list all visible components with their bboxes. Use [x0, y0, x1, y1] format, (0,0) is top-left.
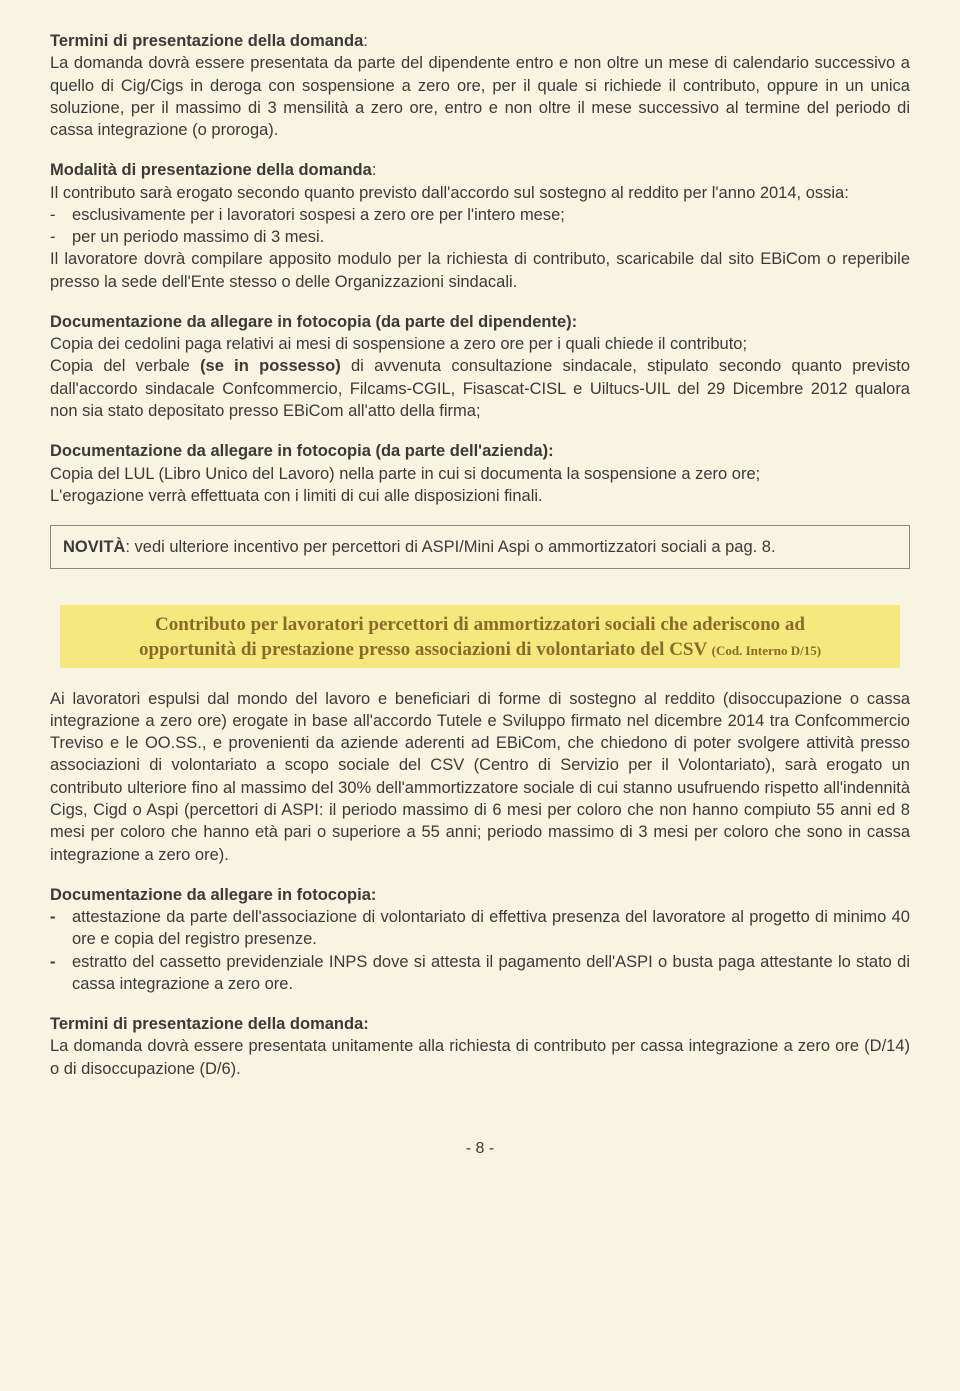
list-item: - per un periodo massimo di 3 mesi.	[50, 226, 910, 248]
text-termini-1: La domanda dovrà essere presentata da pa…	[50, 54, 910, 139]
list-text: esclusivamente per i lavoratori sospesi …	[72, 204, 910, 226]
section-modalita: Modalità di presentazione della domanda:…	[50, 159, 910, 204]
page-number: - 8 -	[50, 1140, 910, 1158]
colon: :	[372, 161, 377, 179]
list-text: attestazione da parte dell'associazione …	[72, 906, 910, 951]
doc-dip-line1: Copia dei cedolini paga relativi ai mesi…	[50, 335, 747, 353]
list-item: - estratto del cassetto previdenziale IN…	[50, 951, 910, 996]
novita-bold: NOVITÀ	[63, 538, 125, 556]
heading-doc-azienda: Documentazione da allegare in fotocopia …	[50, 442, 554, 460]
section-doc-azienda: Documentazione da allegare in fotocopia …	[50, 440, 910, 507]
doc-dip-line2a: Copia del verbale	[50, 357, 200, 375]
heading-modalita: Modalità di presentazione della domanda	[50, 161, 372, 179]
doc-az-line2: L'erogazione verrà effettuata con i limi…	[50, 487, 543, 505]
banner-line2a: opportunità di prestazione presso associ…	[139, 639, 712, 660]
list-text: estratto del cassetto previdenziale INPS…	[72, 951, 910, 996]
text-modalita-after: Il lavoratore dovrà compilare apposito m…	[50, 248, 910, 293]
document-page: Termini di presentazione della domanda : …	[0, 0, 960, 1188]
dash: -	[50, 204, 72, 226]
heading-doc-dipendente: Documentazione da allegare in fotocopia …	[50, 313, 577, 331]
heading-termini-2: Termini di presentazione della domanda:	[50, 1015, 369, 1033]
banner-line1: Contributo per lavoratori percettori di …	[155, 614, 805, 635]
list-item: - attestazione da parte dell'associazion…	[50, 906, 910, 951]
highlight-banner: Contributo per lavoratori percettori di …	[60, 605, 900, 667]
heading-termini-1: Termini di presentazione della domanda	[50, 32, 363, 50]
section-termini-1: Termini di presentazione della domanda: …	[50, 30, 910, 141]
section-doc-dipendente: Documentazione da allegare in fotocopia …	[50, 311, 910, 422]
section-contributo-text: Ai lavoratori espulsi dal mondo del lavo…	[50, 688, 910, 866]
section-termini-2: Termini di presentazione della domanda: …	[50, 1013, 910, 1080]
doc-dip-bold: (se in possesso)	[200, 357, 341, 375]
colon: :	[363, 32, 368, 50]
text-termini-2: La domanda dovrà essere presentata unita…	[50, 1037, 910, 1077]
novita-text: : vedi ulteriore incentivo per percettor…	[125, 538, 775, 556]
text-modalita-intro: Il contributo sarà erogato secondo quant…	[50, 184, 849, 202]
list-text: per un periodo massimo di 3 mesi.	[72, 226, 910, 248]
heading-doc-fotocopia: Documentazione da allegare in fotocopia:	[50, 886, 376, 904]
dash: -	[50, 226, 72, 248]
dash: -	[50, 951, 72, 996]
banner-code: (Cod. Interno D/15)	[712, 643, 821, 658]
section-doc-fotocopia: Documentazione da allegare in fotocopia:	[50, 884, 910, 906]
list-item: - esclusivamente per i lavoratori sospes…	[50, 204, 910, 226]
dash: -	[50, 906, 72, 951]
novita-box: NOVITÀ: vedi ulteriore incentivo per per…	[50, 525, 910, 569]
doc-az-line1: Copia del LUL (Libro Unico del Lavoro) n…	[50, 465, 760, 483]
